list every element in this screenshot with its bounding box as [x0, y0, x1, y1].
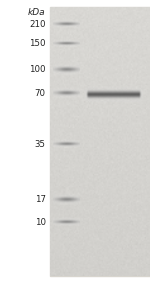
Bar: [50, 7, 150, 276]
Text: kDa: kDa: [28, 8, 46, 17]
Text: 150: 150: [29, 39, 46, 48]
Text: 210: 210: [29, 20, 46, 29]
Text: 70: 70: [35, 89, 46, 98]
Text: 17: 17: [35, 195, 46, 204]
Text: 100: 100: [29, 65, 46, 74]
Text: 35: 35: [35, 140, 46, 149]
Text: 10: 10: [35, 218, 46, 227]
